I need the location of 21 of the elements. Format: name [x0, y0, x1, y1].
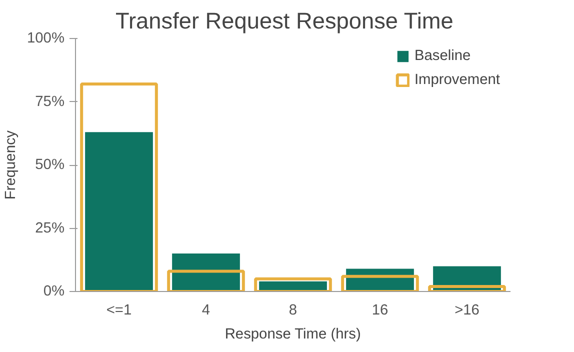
y-axis-title: Frequency — [3, 130, 20, 200]
x-tick-label: 4 — [202, 302, 210, 318]
chart-title: Transfer Request Response Time — [116, 8, 454, 34]
legend-label: Improvement — [414, 72, 500, 88]
x-axis-title: Response Time (hrs) — [224, 326, 361, 342]
y-tick-label: 25% — [35, 220, 65, 236]
y-tick-label: 50% — [35, 157, 65, 173]
x-tick-label: 8 — [288, 302, 298, 318]
bar — [428, 284, 506, 292]
x-tick-label: 16 — [372, 302, 388, 318]
bar — [254, 277, 332, 292]
x-tick-label: >16 — [454, 302, 480, 318]
bar — [85, 132, 153, 292]
y-tick-label: 100% — [27, 30, 65, 46]
bar — [80, 82, 158, 292]
x-tick-label: <=1 — [106, 302, 132, 318]
y-tick-label: 75% — [35, 94, 65, 110]
bar — [167, 270, 245, 292]
bar — [341, 274, 419, 292]
y-tick-label: 0% — [43, 284, 65, 300]
legend-label: Baseline — [414, 48, 471, 64]
